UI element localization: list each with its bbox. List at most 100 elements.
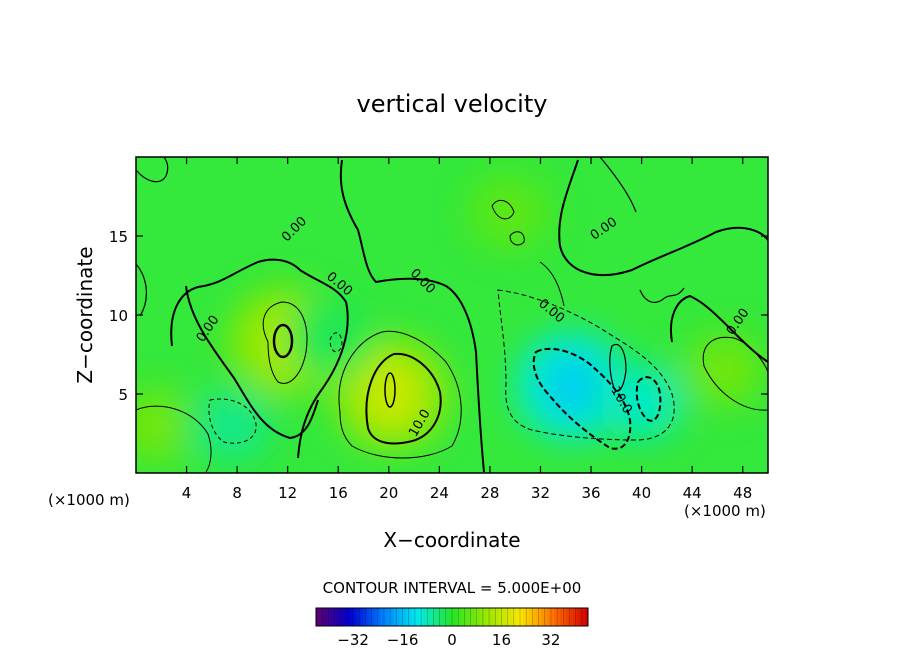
updraft-core (488, 190, 529, 235)
contour-downdraft-5 (497, 289, 675, 441)
colorbar-swatch (356, 608, 360, 626)
colorbar-swatch (457, 607, 462, 627)
colorbar-tick-label: 16 (492, 631, 511, 649)
colorbar-swatch (451, 607, 456, 627)
colorbar-swatch (532, 607, 537, 627)
contour-lines (136, 157, 768, 473)
colorbar-swatch (383, 607, 388, 627)
colorbar-swatch (424, 608, 428, 626)
colorbar-swatch (479, 608, 484, 626)
x-tick-label: 12 (278, 484, 297, 502)
x-tick-label: 20 (379, 484, 398, 502)
colorbar-swatch (501, 607, 506, 627)
colorbar-swatch (371, 607, 376, 627)
updraft-core (136, 403, 175, 448)
x-tick-label: 8 (232, 484, 242, 502)
contour-downdraft-left (208, 398, 257, 444)
x-tick-label: 16 (329, 484, 348, 502)
contour-updraft-a-core (272, 323, 294, 359)
colorbar-frame (315, 607, 589, 627)
colorbar-swatch (337, 608, 342, 626)
contour-zero-left (170, 258, 349, 459)
colorbar-swatch (538, 607, 543, 627)
downdraft-core (210, 403, 251, 448)
colorbar-swatch (426, 607, 432, 627)
colorbar-swatch (368, 608, 373, 626)
plot-area: 0.00 0.00 0.00 0.00 0.00 0.00 0.00 10.0 … (135, 156, 769, 474)
y-axis: 5 10 15 (109, 228, 768, 404)
colorbar-swatch (513, 607, 518, 627)
velocity-field (136, 172, 768, 466)
colorbar-swatch (455, 608, 459, 626)
colorbar-swatch (581, 607, 586, 627)
colorbar-swatch (448, 608, 453, 626)
colorbar-swatch (556, 607, 561, 627)
colorbar-swatch (362, 608, 366, 626)
colorbar-swatch (315, 607, 320, 627)
colorbar-swatch (461, 608, 465, 626)
updraft-core (363, 360, 420, 428)
colorbar-swatch (405, 608, 410, 626)
colorbar-swatch (389, 607, 394, 627)
colorbar-swatch (418, 608, 422, 626)
colorbar-swatch (402, 607, 407, 627)
contour-updraft-b-10 (365, 352, 442, 445)
chart-title: vertical velocity (357, 90, 548, 118)
colorbar-swatch (578, 608, 583, 626)
colorbar-swatch (510, 608, 515, 626)
colorbar-swatch (544, 607, 549, 627)
colorbar-swatch (486, 608, 490, 626)
contour-zero-mid (339, 159, 485, 473)
x-axis: 4 8 12 16 20 24 28 32 36 40 44 48 (182, 157, 752, 502)
colorbar-swatch (504, 608, 509, 626)
x-axis-label: X−coordinate (383, 528, 520, 552)
colorbar-swatch (331, 608, 335, 626)
colorbar-swatch (343, 608, 348, 626)
contour-updraft-b-core (384, 372, 396, 408)
x-unit-label-left: (×1000 m) (48, 491, 130, 509)
colorbar-swatch (550, 607, 555, 627)
x-tick-label: 24 (430, 484, 449, 502)
x-tick-label: 36 (581, 484, 600, 502)
colorbar-swatch (350, 608, 354, 626)
x-tick-label: 32 (531, 484, 550, 502)
x-tick-label: 40 (632, 484, 651, 502)
colorbar-swatch (464, 607, 469, 627)
colorbar-swatch (535, 608, 539, 626)
colorbar-swatch (523, 608, 527, 626)
colorbar-swatch (352, 607, 357, 627)
colorbar-swatch (340, 607, 345, 627)
contour-updraft-b-outer (338, 330, 462, 459)
colorbar-swatch (488, 607, 493, 627)
colorbar-swatch (380, 608, 385, 626)
colorbar-swatch (414, 607, 419, 627)
colorbar-swatch (430, 608, 434, 626)
colorbar-swatch (575, 607, 580, 627)
colorbar-swatch (525, 607, 530, 627)
colorbar-swatch (519, 607, 524, 627)
downdraft-core (544, 352, 601, 421)
colorbar-swatch (396, 607, 401, 627)
contour-updraft-left (136, 405, 212, 473)
x-tick-label: 28 (480, 484, 499, 502)
colorbar-swatch (442, 608, 447, 626)
colorbar-swatch (541, 608, 546, 626)
colorbar-swatch (473, 608, 478, 626)
colorbar-swatch (439, 607, 444, 627)
colorbar-swatch (569, 607, 574, 627)
colorbar-swatch (516, 608, 521, 626)
colorbar-tick-label: 32 (541, 631, 560, 649)
y-tick-label: 5 (118, 386, 128, 404)
y-tick-label: 10 (109, 307, 128, 325)
colorbar-swatch (529, 608, 533, 626)
contour-updraft-a (262, 301, 308, 384)
colorbar-swatch (346, 607, 351, 627)
colorbar-swatch (492, 608, 496, 626)
contour-misc (136, 157, 685, 392)
colorbar-swatch (399, 608, 403, 626)
colorbar-swatch (482, 607, 487, 627)
colorbar-swatch (498, 608, 502, 626)
contour-downdraft-small (329, 332, 343, 353)
colorbar-swatch (436, 608, 441, 626)
